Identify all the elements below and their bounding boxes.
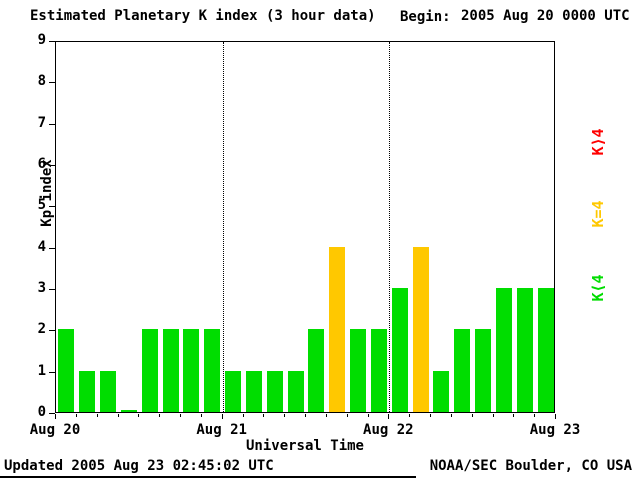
kp-bar-21 <box>495 288 512 412</box>
x-minor-tick <box>492 414 494 417</box>
begin-value: 2005 Aug 20 0000 UTC <box>461 8 630 24</box>
y-tick-label: 0 <box>37 404 46 420</box>
x-minor-tick <box>242 414 244 417</box>
kp-bar-13 <box>329 246 346 412</box>
y-tick-label: 7 <box>37 114 46 131</box>
y-tick-mark <box>49 165 55 166</box>
kp-bar-15 <box>370 329 387 412</box>
kp-bar-4 <box>141 329 158 412</box>
x-minor-tick <box>200 414 202 417</box>
x-minor-tick <box>305 414 306 417</box>
kp-bar-14 <box>350 329 367 412</box>
x-minor-tick <box>263 414 265 417</box>
y-tick-label: 1 <box>37 362 46 379</box>
x-axis-title: Universal Time <box>245 438 364 454</box>
x-minor-tick <box>221 414 223 417</box>
y-tick-mark <box>49 289 55 290</box>
kp-bar-18 <box>433 370 450 412</box>
x-minor-tick <box>159 414 161 417</box>
day-separator-line <box>389 42 391 412</box>
plot-area <box>55 41 555 413</box>
y-tick-label: 2 <box>37 321 46 338</box>
y-tick-label: 8 <box>37 73 46 90</box>
kp-bar-10 <box>266 370 283 412</box>
x-tick-label: Aug 21 <box>196 422 247 438</box>
kp-bar-23 <box>537 288 554 412</box>
kp-bar-8 <box>225 370 242 412</box>
y-tick-mark <box>49 330 55 332</box>
y-tick-mark <box>49 206 55 208</box>
x-minor-tick <box>450 414 452 417</box>
x-minor-tick <box>325 414 327 417</box>
x-minor-tick <box>180 414 181 417</box>
kp-bar-0 <box>58 329 75 412</box>
kp-bar-5 <box>162 329 179 412</box>
kp-bar-12 <box>308 329 325 412</box>
y-tick-label: 9 <box>37 32 46 48</box>
x-minor-tick <box>96 414 98 417</box>
x-minor-tick <box>430 414 431 417</box>
y-tick-mark <box>49 413 55 414</box>
kp-bar-1 <box>79 370 96 412</box>
kp-bar-17 <box>412 246 429 412</box>
begin-label: Begin: <box>400 9 451 25</box>
y-tick-label: 3 <box>37 280 46 296</box>
kp-bar-22 <box>516 288 533 412</box>
legend-k-gt-4: K⟩4 <box>589 128 607 156</box>
updated-timestamp: Updated 2005 Aug 23 02:45:02 UTC <box>4 458 274 474</box>
credit-text: NOAA/SEC Boulder, CO USA <box>429 458 632 474</box>
footer-divider <box>0 476 416 478</box>
y-tick-mark <box>49 247 55 249</box>
kp-bar-19 <box>454 329 471 412</box>
x-minor-tick <box>55 414 56 417</box>
x-minor-tick <box>471 414 473 417</box>
x-minor-tick <box>513 414 515 417</box>
y-tick-label: 6 <box>37 156 46 172</box>
kp-bar-3 <box>120 410 137 412</box>
x-tick-label: Aug 22 <box>363 422 414 438</box>
kp-bar-9 <box>245 370 262 412</box>
kp-bar-16 <box>391 288 408 412</box>
kp-bar-6 <box>183 329 200 412</box>
kp-bar-11 <box>287 370 304 412</box>
x-tick-label: Aug 20 <box>29 422 81 438</box>
x-minor-tick <box>117 414 119 417</box>
y-tick-mark <box>49 41 55 42</box>
y-tick-mark <box>49 371 55 373</box>
x-minor-tick <box>534 414 536 417</box>
kp-bar-20 <box>475 329 492 412</box>
y-tick-mark <box>49 123 55 125</box>
y-tick-label: 5 <box>37 197 46 214</box>
x-minor-tick <box>284 414 286 417</box>
x-minor-tick <box>346 414 348 417</box>
day-separator-line <box>222 42 224 412</box>
y-tick-mark <box>49 82 55 84</box>
x-minor-tick <box>555 414 556 417</box>
y-tick-label: 4 <box>37 238 46 255</box>
x-tick-label: Aug 23 <box>529 422 581 438</box>
legend-k-lt-4: K⟨4 <box>589 274 607 302</box>
x-minor-tick <box>75 414 77 417</box>
x-minor-tick <box>409 414 411 417</box>
x-minor-tick <box>367 414 369 417</box>
kp-bar-7 <box>204 329 221 412</box>
x-minor-tick <box>388 414 390 417</box>
legend-k-eq-4: K=4 <box>589 200 607 228</box>
x-minor-tick <box>138 414 140 417</box>
chart-title: Estimated Planetary K index (3 hour data… <box>30 8 376 24</box>
kp-bar-2 <box>100 370 117 412</box>
